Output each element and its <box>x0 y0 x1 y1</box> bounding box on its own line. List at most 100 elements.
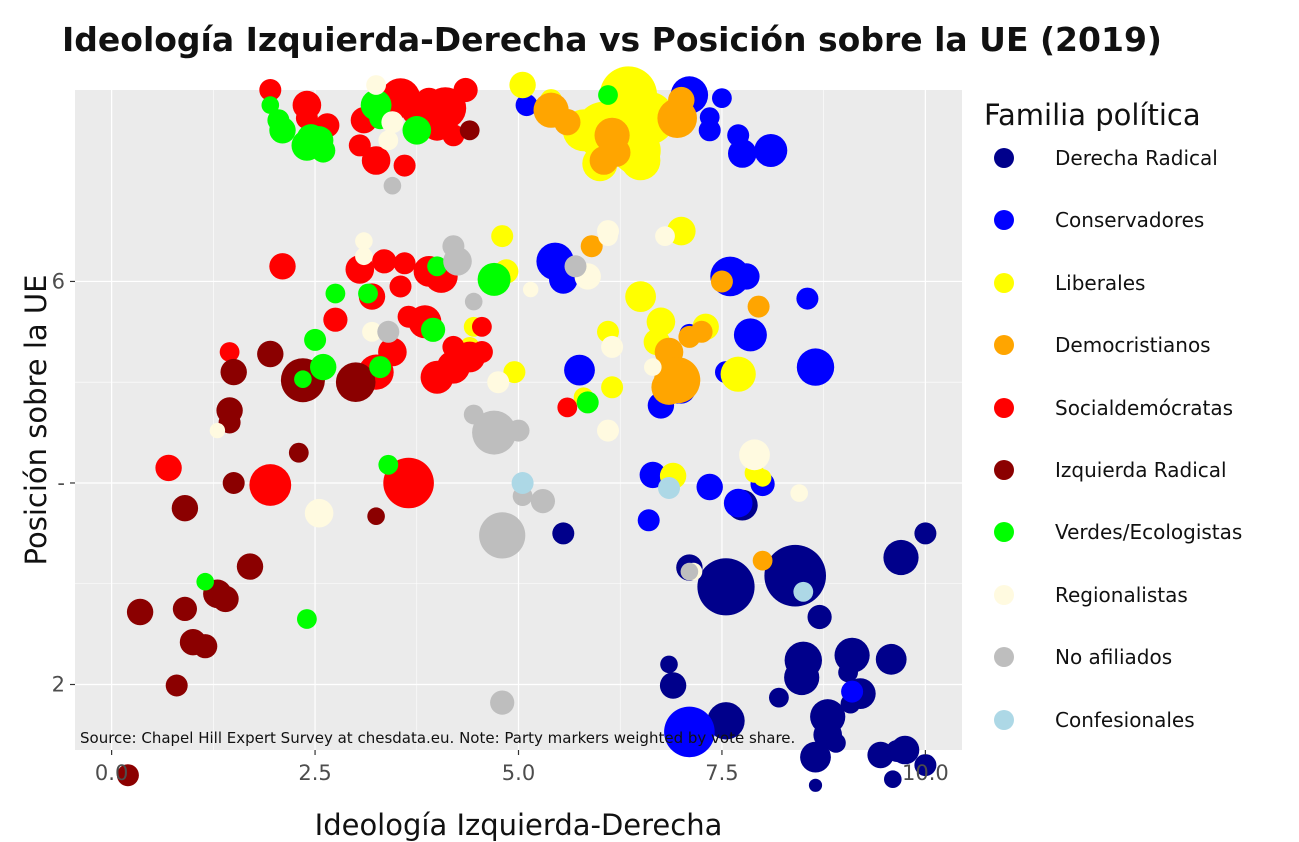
data-point <box>507 419 530 442</box>
data-point <box>361 146 391 175</box>
data-point <box>530 489 556 514</box>
legend-key <box>984 269 1024 297</box>
legend-key <box>984 331 1024 359</box>
data-point <box>589 146 619 175</box>
data-point <box>369 356 392 379</box>
data-point <box>172 596 197 622</box>
y-tick-label: 2 <box>52 673 65 697</box>
legend-item: Derecha Radical <box>984 144 1284 206</box>
data-point <box>752 550 773 571</box>
data-point <box>747 295 770 318</box>
data-point <box>511 472 534 494</box>
data-point <box>658 477 680 499</box>
data-point <box>297 609 317 629</box>
data-point <box>659 672 687 699</box>
data-point <box>690 320 713 343</box>
legend-label: Verdes/Ecologistas <box>1055 520 1243 545</box>
data-point <box>807 604 832 630</box>
legend-label: Liberales <box>1055 270 1146 295</box>
legend-label: Socialdemócratas <box>1055 395 1234 420</box>
data-point <box>564 354 595 386</box>
data-point <box>193 634 218 659</box>
data-point <box>646 307 676 337</box>
legend-item: Socialdemócratas <box>984 394 1284 456</box>
data-point <box>442 124 465 147</box>
data-point <box>212 585 239 613</box>
data-point <box>503 361 526 384</box>
x-tick-label: 10.0 <box>902 761 949 785</box>
data-point <box>697 558 755 616</box>
legend-item: Confesionales <box>984 706 1284 768</box>
data-point <box>269 117 296 144</box>
data-point <box>784 659 820 696</box>
data-point <box>601 376 624 399</box>
chart-title: Ideología Izquierda-Derecha vs Posición … <box>62 20 1162 59</box>
data-point <box>680 562 699 581</box>
data-point <box>116 764 139 787</box>
data-point <box>490 690 515 715</box>
data-point <box>914 754 937 777</box>
data-point <box>597 419 619 442</box>
x-tick-label: 5.0 <box>502 761 535 785</box>
data-point <box>367 507 385 525</box>
legend-dot-icon <box>994 210 1014 231</box>
y-axis-label: Posición sobre la UE <box>19 275 53 566</box>
data-point <box>249 464 292 506</box>
data-point <box>209 422 226 439</box>
legend-key <box>984 206 1024 234</box>
data-point <box>288 442 309 463</box>
data-point <box>914 522 937 545</box>
data-point <box>155 454 182 482</box>
legend-label: Izquierda Radical <box>1055 457 1227 482</box>
data-point <box>389 275 412 298</box>
data-point <box>796 287 819 310</box>
legend-dot-icon <box>994 272 1014 293</box>
data-point <box>366 75 386 95</box>
data-point <box>601 335 624 358</box>
data-point <box>664 706 715 758</box>
data-point <box>358 283 378 304</box>
data-point <box>771 548 811 589</box>
data-point <box>259 79 282 101</box>
data-point <box>335 362 376 403</box>
data-point <box>325 283 346 304</box>
data-point <box>698 119 721 142</box>
data-point <box>552 522 575 545</box>
legend-item: Izquierda Radical <box>984 456 1284 518</box>
data-point <box>378 454 399 475</box>
data-point <box>427 256 447 277</box>
data-point <box>707 702 745 740</box>
data-point <box>598 85 618 105</box>
data-point <box>126 598 154 626</box>
legend-key <box>984 144 1024 172</box>
data-point <box>523 281 539 298</box>
data-point <box>393 154 416 177</box>
data-point <box>372 249 397 274</box>
data-point <box>515 94 538 117</box>
data-point <box>660 655 678 674</box>
legend-key <box>984 643 1024 671</box>
data-point <box>294 370 312 389</box>
data-point <box>838 662 858 683</box>
data-point <box>257 340 284 368</box>
data-point <box>355 232 373 250</box>
data-point <box>472 316 492 337</box>
data-point <box>720 356 756 392</box>
data-point <box>723 488 753 518</box>
data-point <box>477 262 511 296</box>
data-point <box>890 735 920 765</box>
data-point <box>377 320 400 343</box>
data-point <box>472 410 517 455</box>
data-point <box>459 120 480 141</box>
legend-dot-icon <box>994 584 1014 605</box>
data-point <box>841 680 864 703</box>
data-point <box>381 111 404 134</box>
legend-key <box>984 456 1024 484</box>
x-tick-label: 0.0 <box>95 761 128 785</box>
data-point <box>171 495 199 522</box>
legend: Familia política Derecha Radical Conserva… <box>984 98 1284 768</box>
data-point <box>557 397 578 418</box>
legend-dot-icon <box>994 522 1014 543</box>
data-point <box>453 77 478 103</box>
